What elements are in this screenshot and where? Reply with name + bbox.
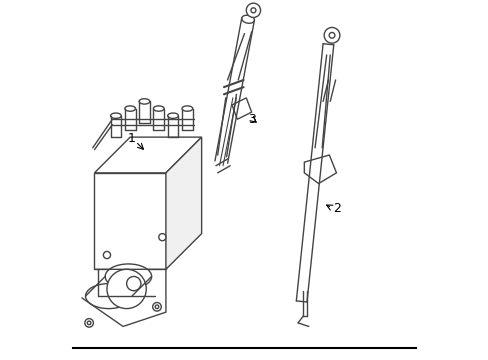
Polygon shape: [94, 173, 165, 269]
Polygon shape: [304, 155, 336, 184]
Text: 2: 2: [333, 202, 341, 215]
Circle shape: [328, 32, 334, 38]
Circle shape: [324, 27, 339, 43]
Text: 3: 3: [247, 113, 255, 126]
Ellipse shape: [182, 106, 192, 111]
Ellipse shape: [167, 113, 178, 118]
Polygon shape: [165, 137, 201, 269]
Ellipse shape: [110, 113, 121, 118]
Circle shape: [87, 321, 91, 325]
Circle shape: [155, 305, 159, 309]
Ellipse shape: [105, 264, 151, 289]
Ellipse shape: [85, 284, 132, 309]
Circle shape: [250, 8, 255, 13]
Circle shape: [126, 276, 141, 291]
Circle shape: [152, 302, 161, 311]
Polygon shape: [231, 98, 251, 119]
Ellipse shape: [153, 106, 164, 111]
Polygon shape: [94, 137, 201, 173]
Text: 1: 1: [128, 132, 136, 145]
Circle shape: [84, 319, 93, 327]
Ellipse shape: [241, 15, 254, 23]
Circle shape: [107, 269, 146, 309]
Circle shape: [159, 234, 165, 241]
Ellipse shape: [124, 106, 135, 111]
Circle shape: [246, 3, 260, 18]
Ellipse shape: [139, 99, 149, 104]
Circle shape: [103, 251, 110, 258]
